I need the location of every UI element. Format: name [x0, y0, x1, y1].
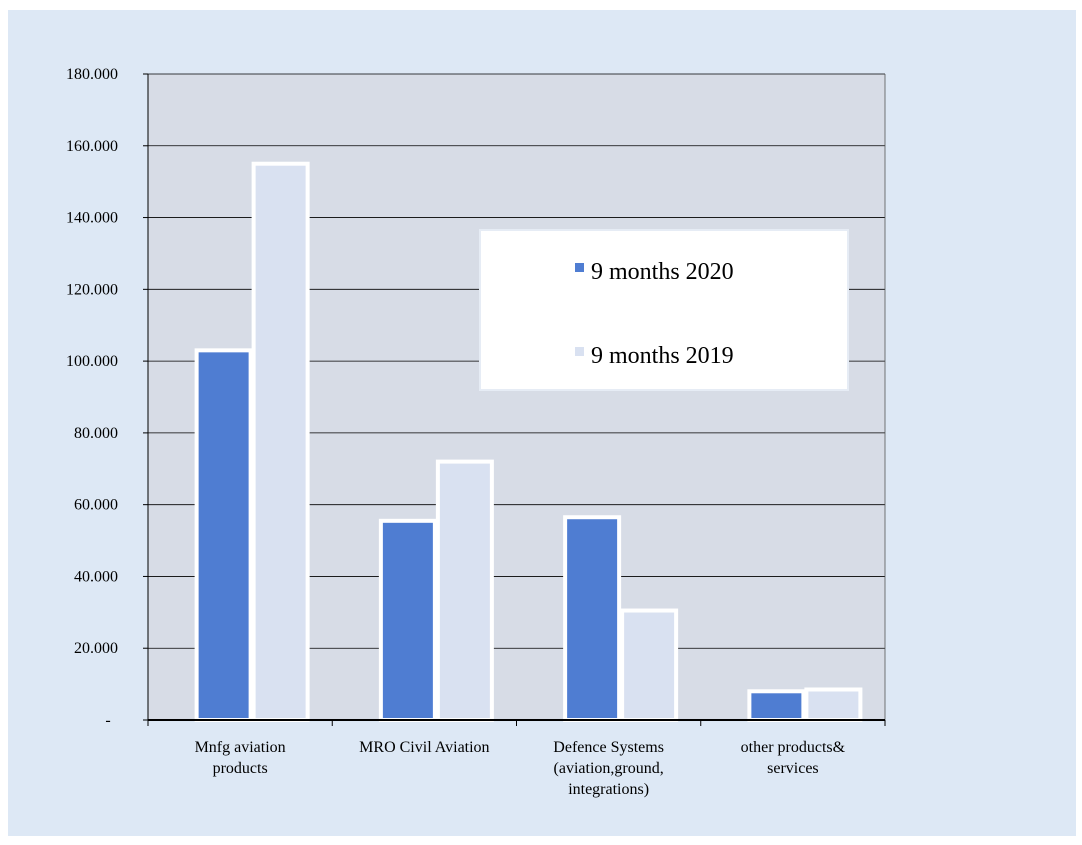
- legend-label-2019: 9 months 2019: [591, 343, 734, 369]
- legend-swatch-2020: [575, 263, 584, 272]
- bar-2019: [435, 459, 494, 722]
- x-category-label: Defence Systems: [553, 739, 664, 756]
- legend-label-2020: 9 months 2020: [591, 259, 734, 285]
- bar-2020: [747, 689, 806, 722]
- x-category-label: integrations): [568, 781, 649, 798]
- y-tick-label: 20.000: [74, 640, 118, 657]
- x-category-label: MRO Civil Aviation: [359, 739, 489, 756]
- x-category-label: products: [213, 760, 268, 777]
- x-category-label: services: [767, 760, 819, 777]
- bar-2020: [194, 348, 253, 722]
- y-tick-label: 40.000: [74, 568, 118, 585]
- y-tick-label: 120.000: [66, 281, 118, 298]
- y-tick-label: 160.000: [66, 138, 118, 155]
- x-category-label: (aviation,ground,: [554, 760, 664, 777]
- bar-2019: [251, 161, 310, 722]
- y-tick-label: 100.000: [66, 353, 118, 370]
- bar-2020: [378, 518, 437, 722]
- y-tick-label: -: [105, 712, 110, 729]
- y-tick-label: 140.000: [66, 210, 118, 227]
- y-tick-label: 180.000: [66, 66, 118, 83]
- bar-2019: [620, 608, 679, 722]
- y-tick-label: 80.000: [74, 425, 118, 442]
- x-category-label: Mnfg aviation: [195, 739, 286, 756]
- legend-swatch-2019: [575, 347, 584, 356]
- legend-box: [479, 229, 849, 391]
- x-category-label: other products&: [741, 739, 846, 756]
- bar-2019: [804, 687, 863, 723]
- bar-2020: [563, 515, 622, 722]
- y-tick-label: 60.000: [74, 497, 118, 514]
